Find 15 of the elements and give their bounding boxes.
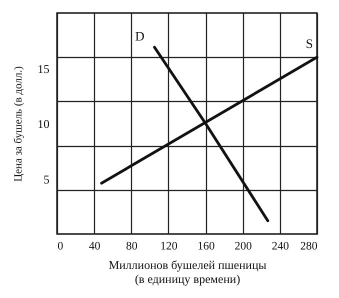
y-tick-label: 5 bbox=[44, 172, 50, 186]
y-tick-label: 15 bbox=[38, 62, 50, 76]
series-label: S bbox=[306, 36, 313, 52]
x-tick-label: 160 bbox=[197, 240, 215, 252]
x-axis-title: Миллионов бушелей пшеницы (в единицу времени) bbox=[108, 258, 266, 286]
x-tick-label: 80 bbox=[126, 240, 138, 252]
y-axis-title: Цена за бушель (в долл.) bbox=[12, 66, 24, 182]
x-tick-label: 240 bbox=[272, 240, 290, 252]
x-tick-label: 280 bbox=[300, 240, 318, 252]
x-tick-label: 200 bbox=[234, 240, 252, 252]
x-tick-label: 40 bbox=[88, 240, 101, 252]
series-label: D bbox=[135, 28, 144, 44]
x-tick-label: 120 bbox=[160, 240, 178, 252]
y-tick-label: 10 bbox=[38, 117, 50, 131]
x-tick-label: 0 bbox=[58, 240, 64, 252]
